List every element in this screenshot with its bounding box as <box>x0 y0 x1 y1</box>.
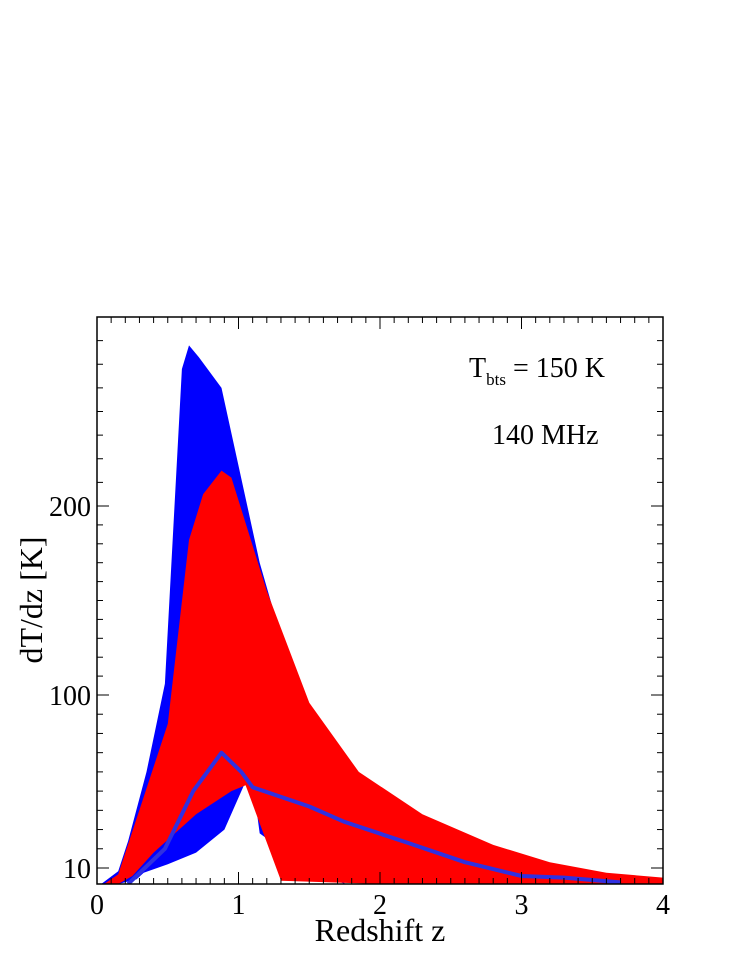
frequency-annotation: 140 MHz <box>492 420 599 451</box>
x-tick-label: 3 <box>515 890 529 921</box>
y-axis-label: dT/dz [K] <box>13 536 49 663</box>
x-tick-label: 0 <box>90 890 104 921</box>
tick-labels: 0 1 2 3 4 10 100 200 <box>49 492 670 921</box>
axis-ticks <box>96 317 664 884</box>
tbts-value: = 150 K <box>506 353 605 384</box>
x-tick-label: 2 <box>373 890 387 921</box>
tbts-main: T <box>469 353 486 384</box>
y-tick-label: 200 <box>49 492 91 523</box>
x-tick-label: 4 <box>656 890 670 921</box>
x-tick-label: 1 <box>232 890 246 921</box>
tbts-subscript: bts <box>486 370 506 389</box>
red-band <box>104 470 663 884</box>
tbts-annotation: Tbts = 150 K <box>469 353 605 389</box>
y-tick-label: 10 <box>63 854 91 885</box>
x-axis-label: Redshift z <box>315 912 446 948</box>
y-tick-label: 100 <box>49 681 91 712</box>
